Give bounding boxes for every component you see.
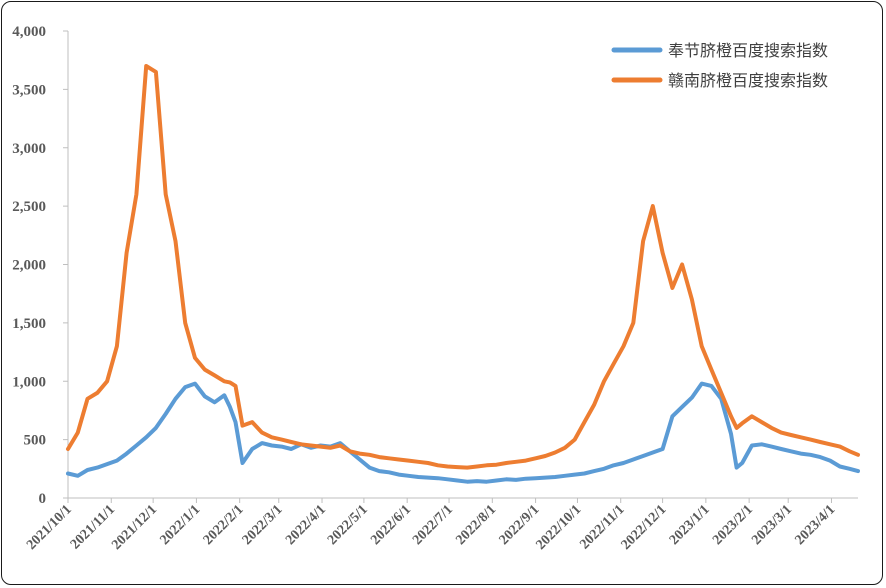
x-tick-label: 2022/2/1 (201, 502, 247, 548)
x-tick-label: 2023/4/1 (793, 502, 839, 548)
x-tick-label: 2022/12/1 (619, 502, 670, 553)
y-tick-label: 3,000 (12, 141, 46, 157)
x-tick-label: 2023/3/1 (749, 502, 795, 548)
y-tick-label: 2,000 (12, 258, 46, 274)
x-tick-label: 2022/6/1 (368, 502, 414, 548)
legend-label: 奉节脐橙百度搜索指数 (668, 41, 828, 60)
y-tick-label: 2,500 (12, 199, 46, 215)
x-tick-label: 2021/12/1 (109, 502, 160, 553)
y-tick-label: 4,000 (12, 24, 46, 40)
series-line-2 (66, 64, 860, 470)
x-axis: 2021/10/12021/11/12021/12/12022/1/12022/… (24, 497, 858, 553)
x-tick-label: 2022/1/1 (157, 502, 203, 548)
y-tick-label: 1,500 (12, 316, 46, 332)
x-tick-label: 2022/5/1 (325, 502, 371, 548)
x-tick-label: 2022/3/1 (240, 502, 286, 548)
y-tick-label: 3,500 (12, 82, 46, 98)
x-tick-label: 2021/10/1 (24, 502, 75, 553)
x-tick-label: 2023/1/1 (667, 502, 713, 548)
x-tick-label: 2022/8/1 (453, 502, 499, 548)
plot-lines (66, 64, 860, 484)
x-tick-label: 2022/4/1 (283, 502, 329, 548)
y-tick-label: 500 (24, 433, 47, 449)
y-tick-label: 1,000 (12, 374, 46, 390)
legend-label: 赣南脐橙百度搜索指数 (668, 71, 828, 90)
y-tick-label: 0 (39, 491, 47, 507)
x-tick-label: 2022/10/1 (534, 502, 585, 553)
y-axis: 0 500 1,000 1,500 2,000 2,500 3,000 3,500 4,000 (12, 24, 69, 507)
x-tick-label: 2023/2/1 (710, 502, 756, 548)
x-tick-label: 2022/7/1 (410, 502, 456, 548)
series-line-1 (66, 381, 860, 484)
